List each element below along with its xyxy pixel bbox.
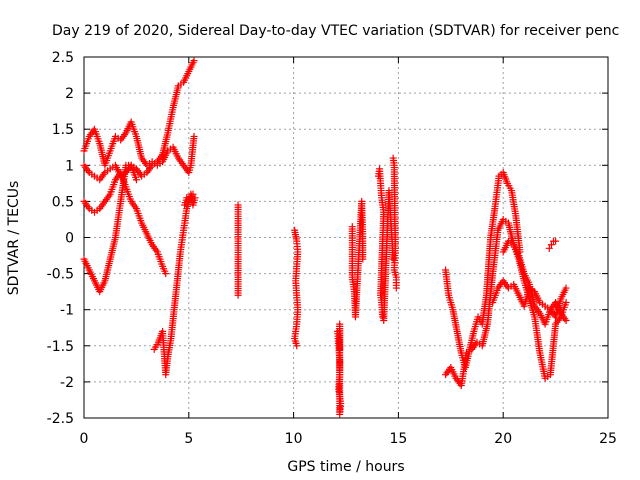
- x-axis-label: GPS time / hours: [287, 459, 404, 475]
- series-arc-J: [348, 197, 367, 321]
- series-arc-E: [150, 190, 197, 379]
- x-tick-label: 10: [285, 431, 303, 447]
- x-tick-label: 5: [184, 431, 193, 447]
- series-arc-K: [374, 165, 397, 325]
- data-point: [336, 345, 344, 353]
- x-tick-label: 15: [389, 431, 407, 447]
- data-point: [379, 313, 387, 321]
- axis-ticks: -2.5 -2 -1.5 -1 -0.5 0 0.5 1 1.5 2 2.5 0 5 10 15 20 25: [47, 50, 617, 447]
- data-point: [545, 244, 553, 252]
- series-arc-N: [442, 215, 570, 390]
- data-point: [162, 270, 170, 278]
- y-tick-label: -2.5: [47, 411, 74, 427]
- series-arc-A: [80, 118, 198, 177]
- y-tick-label: 0.5: [52, 194, 74, 210]
- data-point: [359, 255, 367, 263]
- y-tick-label: 2: [65, 86, 74, 102]
- x-tick-label: 20: [494, 431, 512, 447]
- data-point: [562, 284, 570, 292]
- data-point: [392, 284, 400, 292]
- chart-title: Day 219 of 2020, Sidereal Day-to-day VTE…: [52, 23, 619, 39]
- y-axis-label: SDTVAR / TECUs: [6, 181, 22, 296]
- x-tick-label: 25: [599, 431, 617, 447]
- data-point: [562, 298, 570, 306]
- x-tick-label: 0: [80, 431, 89, 447]
- series-arc-L: [389, 154, 400, 292]
- data-point: [132, 176, 140, 184]
- data-point: [234, 291, 242, 299]
- data-point: [552, 237, 560, 245]
- series-arc-F: [181, 190, 199, 209]
- series-arc-P: [499, 237, 570, 328]
- y-tick-label: -0.5: [47, 267, 74, 283]
- series-arc-D: [80, 161, 140, 296]
- data-point: [547, 241, 555, 249]
- data-point: [293, 342, 301, 350]
- y-tick-label: 1: [65, 158, 74, 174]
- y-tick-label: 1.5: [52, 122, 74, 138]
- series-arc-G: [234, 201, 242, 299]
- series-arc-I: [334, 320, 345, 418]
- series-arc-M: [442, 169, 524, 371]
- data-points: [80, 57, 570, 418]
- data-point: [389, 255, 397, 263]
- series-arc-Q: [545, 237, 560, 252]
- series-arc-H: [291, 226, 302, 350]
- y-tick-label: 0: [65, 231, 74, 247]
- data-point: [190, 132, 198, 140]
- data-point: [191, 194, 199, 202]
- y-tick-label: -1: [60, 303, 74, 319]
- y-tick-label: -2: [60, 375, 74, 391]
- y-tick-label: -1.5: [47, 339, 74, 355]
- y-tick-label: 2.5: [52, 50, 74, 66]
- data-point: [190, 57, 198, 65]
- series-arc-B: [80, 57, 198, 184]
- data-point: [562, 317, 570, 325]
